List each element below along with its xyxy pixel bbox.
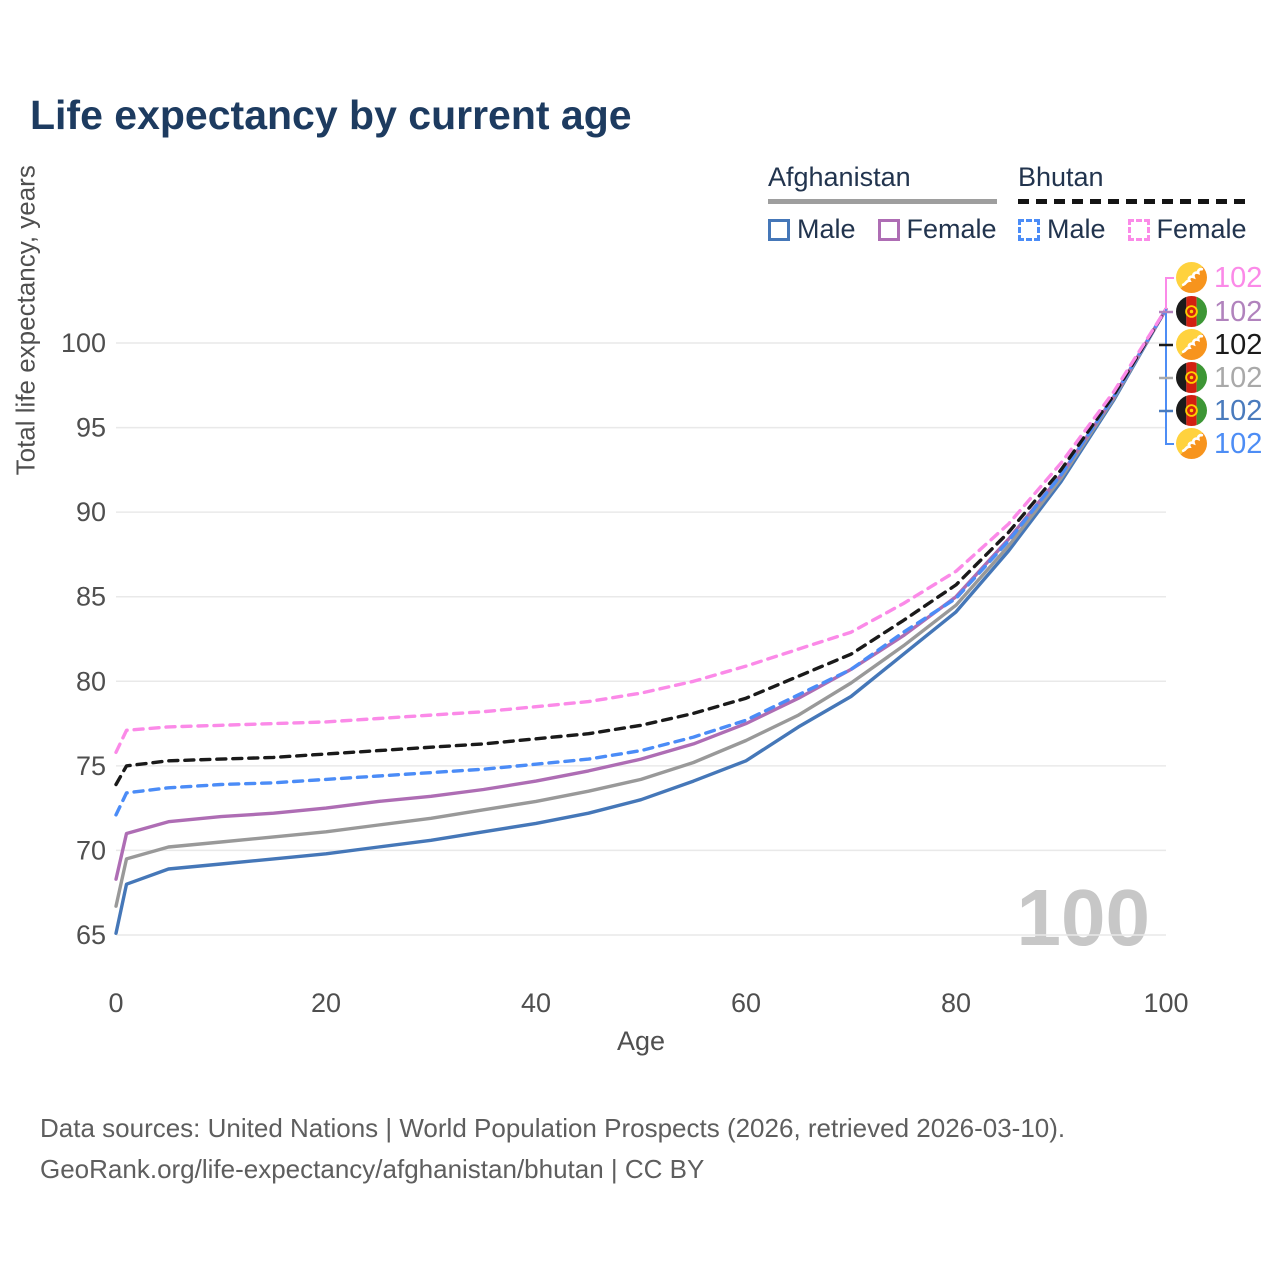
legend-header-afghanistan: Afghanistan <box>768 162 911 192</box>
legend-label-afghanistan-female: Female <box>906 214 997 244</box>
bhutan-flag-icon <box>1176 329 1207 360</box>
footer-attribution-line: GeoRank.org/life-expectancy/afghanistan/… <box>40 1154 705 1184</box>
y-tick-label: 80 <box>76 666 106 696</box>
end-label-value: 102 <box>1214 394 1263 427</box>
legend-swatch-afghanistan-male-icon <box>768 218 790 241</box>
legend-underline-solid <box>768 199 997 204</box>
legend-group-bhutan: Bhutan Male Female <box>1018 162 1247 245</box>
x-tick-label: 0 <box>108 988 123 1018</box>
leader-line-bottom <box>1165 309 1174 445</box>
series-line-bhutan_total[interactable] <box>114 307 1168 787</box>
series-line-afghanistan_female[interactable] <box>114 307 1168 881</box>
end-label-value: 102 <box>1214 361 1263 394</box>
x-axis-title: Age <box>616 1026 666 1056</box>
legend-item-bhutan-male[interactable]: Male <box>1018 214 1106 245</box>
afghanistan-flag-icon <box>1176 362 1207 393</box>
leader-line-top <box>1165 277 1174 310</box>
end-label-afghanistan_female[interactable]: 102 <box>1176 296 1262 327</box>
end-label-bhutan_female[interactable]: 102 <box>1176 262 1262 293</box>
x-tick-label: 80 <box>941 988 971 1018</box>
end-label-value: 102 <box>1214 328 1263 361</box>
page-title: Life expectancy by current age <box>30 92 632 138</box>
x-tick-label: 100 <box>1143 988 1188 1018</box>
legend-label-afghanistan-male: Male <box>797 214 856 244</box>
end-label-value: 102 <box>1214 261 1263 294</box>
end-label-bhutan_male[interactable]: 102 <box>1176 428 1262 459</box>
series-line-afghanistan_male[interactable] <box>114 307 1168 935</box>
legend-underline-dashed <box>1018 199 1247 204</box>
bhutan-flag-icon <box>1176 428 1207 459</box>
footer: Data sources: United Nations | World Pop… <box>40 1108 1065 1190</box>
legend-swatch-afghanistan-female-icon <box>877 218 900 241</box>
current-age-watermark: 100 <box>1016 873 1150 962</box>
legend-item-bhutan-female[interactable]: Female <box>1127 214 1247 245</box>
end-label-bhutan_total[interactable]: 102 <box>1176 329 1262 360</box>
legend-swatch-bhutan-female-icon <box>1127 218 1150 241</box>
x-tick-label: 40 <box>521 988 551 1018</box>
legend-label-bhutan-female: Female <box>1156 214 1247 244</box>
series-line-bhutan_male[interactable] <box>114 307 1168 817</box>
end-label-afghanistan_total[interactable]: 102 <box>1176 362 1262 393</box>
afghanistan-flag-icon <box>1176 395 1207 426</box>
y-tick-label: 100 <box>61 328 106 358</box>
y-tick-label: 95 <box>76 413 106 443</box>
legend-item-afghanistan-female[interactable]: Female <box>877 214 997 245</box>
x-tick-label: 20 <box>311 988 341 1018</box>
series-line-bhutan_female[interactable] <box>114 307 1168 754</box>
legend-label-bhutan-male: Male <box>1047 214 1106 244</box>
x-tick-label: 60 <box>731 988 761 1018</box>
legend-header-bhutan: Bhutan <box>1018 162 1104 192</box>
y-tick-label: 90 <box>76 497 106 527</box>
y-tick-label: 85 <box>76 582 106 612</box>
y-tick-label: 70 <box>76 835 106 865</box>
afghanistan-flag-icon <box>1176 296 1207 327</box>
legend-group-afghanistan: Afghanistan Male Female <box>768 162 997 245</box>
end-label-value: 102 <box>1214 295 1263 328</box>
legend-item-afghanistan-male[interactable]: Male <box>768 214 856 245</box>
y-tick-label: 75 <box>76 751 106 781</box>
y-tick-label: 65 <box>76 920 106 950</box>
end-label-afghanistan_male[interactable]: 102 <box>1176 395 1262 426</box>
legend-swatch-bhutan-male-icon <box>1018 218 1040 241</box>
footer-sources-line: Data sources: United Nations | World Pop… <box>40 1113 1066 1143</box>
series-line-afghanistan_total[interactable] <box>114 307 1168 908</box>
bhutan-flag-icon <box>1176 262 1207 293</box>
end-label-value: 102 <box>1214 427 1263 460</box>
